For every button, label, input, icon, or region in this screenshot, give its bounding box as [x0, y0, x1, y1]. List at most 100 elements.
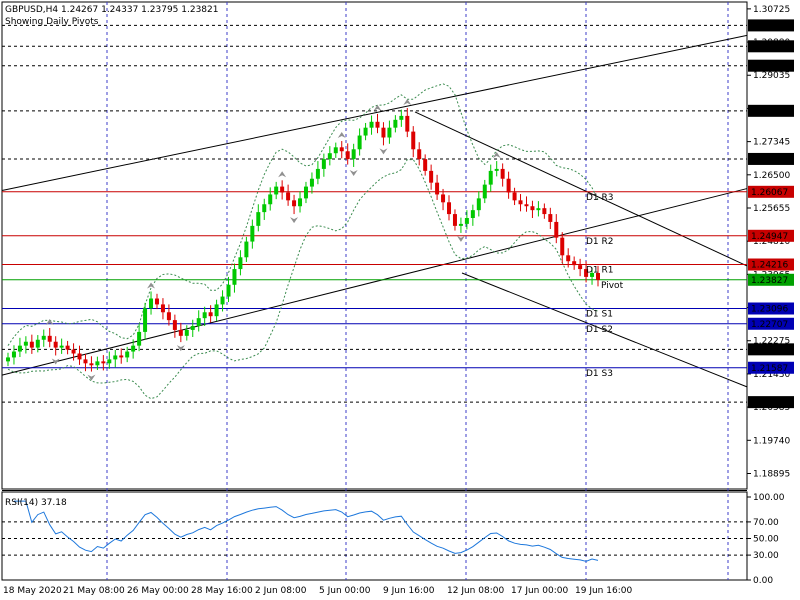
price-level-label: 1.23827	[751, 276, 788, 286]
fractal-down-icon	[379, 148, 388, 155]
candle-body	[470, 210, 475, 219]
candle-body	[363, 127, 368, 136]
fractals	[45, 99, 501, 381]
candle-body	[280, 186, 285, 193]
rsi-tick-label: 0.00	[753, 576, 773, 586]
channel-line	[1, 34, 748, 192]
price-level-label: 1.26904	[751, 155, 788, 165]
price-tick-label: 1.18895	[753, 469, 790, 479]
price-level-label: 1.22056	[751, 345, 788, 355]
candle-body	[560, 237, 565, 256]
candle-body	[286, 192, 291, 201]
price-level-box	[748, 104, 794, 117]
channel-line	[1, 188, 748, 376]
price-level-box	[748, 343, 794, 356]
price-level-box	[748, 302, 794, 315]
price-level-box	[748, 185, 794, 198]
candle-body	[476, 198, 481, 211]
candle-body	[41, 335, 46, 340]
candle-body	[464, 218, 469, 224]
candle-body	[554, 221, 559, 238]
candle-body	[101, 361, 106, 364]
time-axis: 18 May 2020 21 May 08:00 26 May 00:00 28 Ma…	[3, 586, 632, 596]
candle-body	[196, 318, 201, 327]
candle-body	[482, 184, 487, 199]
fractal-down-icon	[51, 358, 60, 365]
time-tick-label: 26 May 00:00	[127, 586, 189, 596]
price-tick-label: 1.27345	[753, 138, 790, 148]
candle-body	[435, 182, 440, 195]
price-level-label: 1.24947	[751, 232, 788, 242]
fractal-up-icon	[492, 152, 501, 159]
candle-body	[405, 115, 410, 132]
candle-body	[423, 159, 428, 171]
fractal-down-icon	[176, 345, 185, 352]
pivot-label: D1 R3	[586, 193, 614, 203]
pivot-lines	[2, 191, 747, 369]
price-level-box	[748, 396, 794, 409]
pivot-label: D1 S3	[586, 369, 613, 379]
bollinger-bands	[7, 83, 599, 400]
candle-body	[536, 208, 541, 211]
candle-body	[357, 135, 362, 150]
pivot-label: D1 R1	[586, 266, 614, 276]
candle-body	[566, 255, 571, 262]
price-tick-label: 1.21430	[753, 370, 790, 380]
candle-body	[119, 355, 124, 358]
chart-subtitle: Showing Daily Pivots	[5, 17, 99, 27]
candle-body	[458, 223, 463, 226]
price-tick-label: 1.30725	[753, 5, 790, 15]
candle-body	[447, 202, 452, 215]
candle-body	[166, 312, 171, 321]
pivot-label: D1 S2	[586, 325, 613, 335]
price-level-box	[748, 59, 794, 72]
candle-body	[113, 355, 118, 360]
price-tick-label: 1.22275	[753, 337, 790, 347]
candle-body	[315, 168, 320, 179]
candle-body	[95, 361, 100, 366]
price-tick-label: 1.24810	[753, 237, 790, 247]
candle-body	[590, 272, 595, 277]
fractal-up-icon	[337, 132, 346, 139]
candle-body	[83, 359, 88, 364]
candle-body	[143, 308, 148, 332]
rsi-panel	[1, 491, 748, 581]
candle-body	[369, 121, 374, 128]
bollinger-upper	[7, 83, 599, 346]
candle-body	[244, 241, 249, 258]
price-level-box	[748, 273, 794, 286]
candle-body	[339, 147, 344, 152]
price-tick-label: 1.29035	[753, 71, 790, 81]
candle-body	[214, 304, 219, 317]
fractal-up-icon	[373, 104, 382, 111]
fractal-up-icon	[403, 99, 412, 106]
candle-body	[393, 119, 398, 128]
rsi-indicator: 100.00 70.00 50.00 30.00 0.00	[2, 493, 785, 586]
candle-body	[232, 269, 237, 285]
candle-body	[578, 265, 583, 270]
candle-body	[506, 178, 511, 193]
candle-body	[77, 353, 82, 360]
fractal-up-icon	[147, 282, 156, 289]
price-level-box	[748, 317, 794, 330]
price-level-label: 1.23096	[751, 304, 788, 314]
candle-body	[190, 326, 195, 330]
candle-body	[6, 357, 10, 362]
price-level-label: 1.29278	[751, 62, 788, 72]
candle-body	[542, 208, 547, 215]
time-tick-label: 9 Jun 16:00	[383, 586, 435, 596]
bollinger-lower	[7, 159, 599, 400]
price-level-label: 1.22707	[751, 320, 788, 330]
candle-body	[441, 194, 446, 203]
candle-body	[327, 153, 332, 160]
channel-line	[414, 111, 748, 267]
price-level-box	[748, 258, 794, 271]
candle-body	[309, 178, 314, 187]
candle-body	[208, 312, 213, 317]
candle-body	[256, 212, 261, 226]
price-axis: 1.307251.298801.290351.281901.273451.265…	[747, 5, 794, 479]
candle-body	[149, 298, 154, 309]
candle-body	[298, 198, 303, 207]
candle-body	[387, 127, 392, 138]
